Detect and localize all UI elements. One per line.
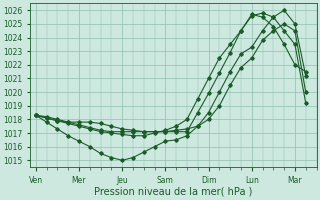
X-axis label: Pression niveau de la mer( hPa ): Pression niveau de la mer( hPa )	[94, 187, 252, 197]
